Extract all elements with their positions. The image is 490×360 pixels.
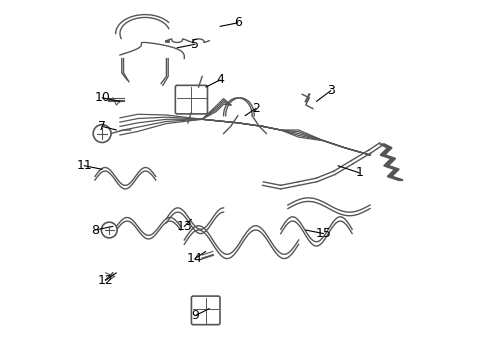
Text: 8: 8 xyxy=(91,224,99,237)
Text: 13: 13 xyxy=(176,220,192,233)
Text: 15: 15 xyxy=(316,227,332,240)
Text: 4: 4 xyxy=(216,73,224,86)
FancyBboxPatch shape xyxy=(175,85,207,114)
Text: 5: 5 xyxy=(191,38,199,51)
Text: 3: 3 xyxy=(327,84,335,97)
Text: 10: 10 xyxy=(94,91,110,104)
FancyBboxPatch shape xyxy=(192,296,220,325)
Text: 2: 2 xyxy=(252,102,260,115)
Text: 7: 7 xyxy=(98,120,106,133)
Circle shape xyxy=(93,125,111,143)
Text: 11: 11 xyxy=(76,159,92,172)
Text: 9: 9 xyxy=(191,309,199,322)
Text: 14: 14 xyxy=(187,252,203,265)
Text: 12: 12 xyxy=(98,274,114,287)
Text: 1: 1 xyxy=(355,166,363,179)
Text: 6: 6 xyxy=(234,16,242,29)
Circle shape xyxy=(101,222,117,238)
